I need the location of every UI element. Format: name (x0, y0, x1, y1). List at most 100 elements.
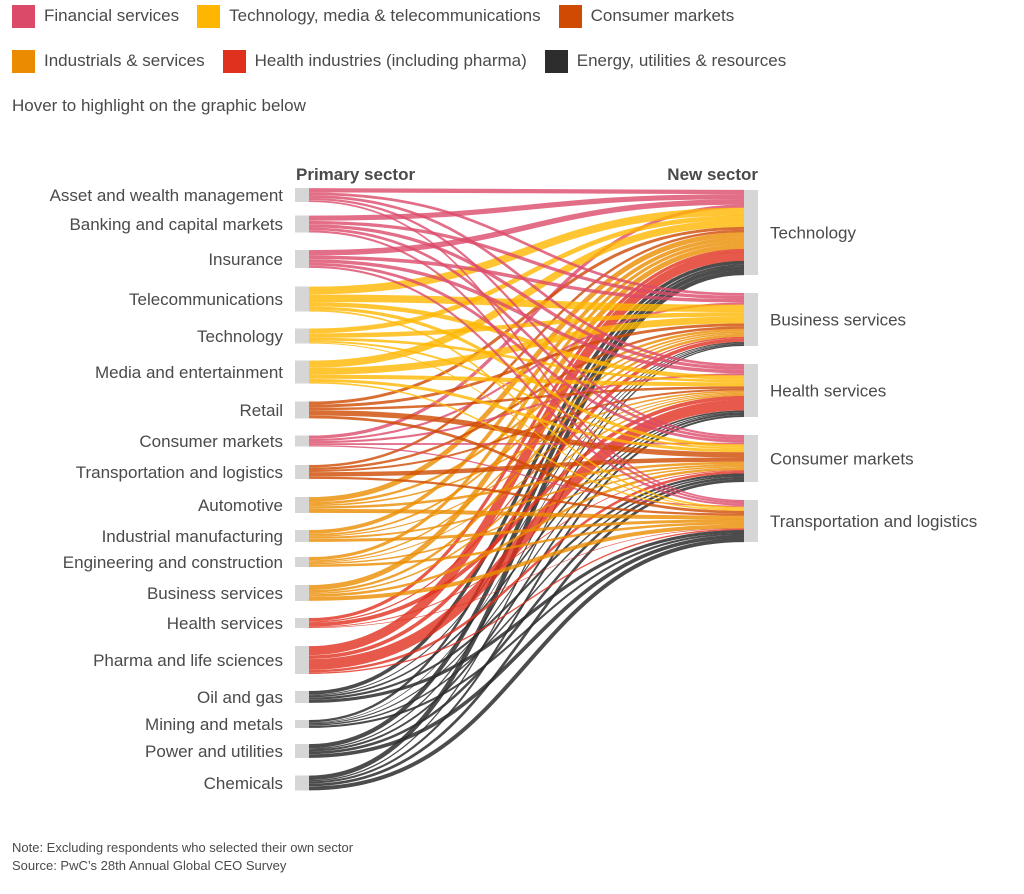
flow-link[interactable] (308, 469, 745, 628)
flow-link[interactable] (308, 461, 745, 509)
legend-item-consumer-markets[interactable]: Consumer markets (558, 4, 735, 28)
flow-link[interactable] (308, 316, 745, 375)
source-node[interactable] (295, 557, 309, 567)
source-node[interactable] (295, 530, 309, 542)
flow-link[interactable] (308, 265, 745, 506)
flow-link[interactable] (308, 266, 745, 749)
legend-item-tmt[interactable]: Technology, media & telecommunications (197, 4, 541, 28)
target-node[interactable] (744, 190, 758, 275)
flow-link[interactable] (308, 188, 745, 195)
flow-link[interactable] (308, 393, 745, 563)
flow-link[interactable] (308, 479, 745, 787)
flow-link[interactable] (308, 309, 745, 509)
flow-link[interactable] (308, 519, 745, 542)
flow-link[interactable] (308, 306, 745, 448)
flow-link[interactable] (308, 195, 745, 367)
legend-item-industrials[interactable]: Industrials & services (12, 49, 205, 73)
flow-link[interactable] (308, 302, 745, 380)
flow-link[interactable] (308, 192, 745, 296)
source-node[interactable] (295, 497, 309, 513)
legend-item-health-industries[interactable]: Health industries (including pharma) (222, 49, 527, 73)
flow-link[interactable] (308, 220, 745, 300)
flow-link[interactable] (308, 342, 745, 510)
flow-link[interactable] (308, 467, 745, 597)
flow-link[interactable] (308, 538, 745, 791)
flow-link[interactable] (308, 199, 745, 256)
flow-link[interactable] (308, 415, 745, 514)
flow-link[interactable] (308, 457, 745, 477)
flow-link[interactable] (308, 230, 745, 504)
flow-link[interactable] (308, 508, 745, 520)
flow-link[interactable] (308, 522, 745, 567)
flow-link[interactable] (308, 207, 745, 295)
flow-link[interactable] (308, 219, 745, 368)
target-node[interactable] (744, 500, 758, 542)
source-label: Insurance (208, 250, 283, 269)
flow-link[interactable] (308, 476, 745, 516)
flow-link[interactable] (308, 381, 745, 511)
flow-link[interactable] (308, 399, 745, 670)
flow-link[interactable] (308, 532, 745, 728)
legend-label: Consumer markets (590, 6, 735, 25)
flow-link[interactable] (308, 390, 745, 507)
source-node[interactable] (295, 691, 309, 703)
links-layer (308, 188, 745, 791)
flow-link[interactable] (308, 200, 745, 502)
flow-link[interactable] (308, 528, 745, 674)
flow-link[interactable] (308, 337, 745, 383)
source-node[interactable] (295, 360, 309, 384)
flow-link[interactable] (308, 240, 745, 561)
flow-link[interactable] (308, 464, 745, 539)
flow-link[interactable] (308, 224, 745, 370)
source-node[interactable] (295, 646, 309, 674)
flow-link[interactable] (308, 529, 745, 703)
flow-link[interactable] (308, 251, 745, 656)
flow-link[interactable] (308, 197, 745, 438)
flow-link[interactable] (308, 341, 745, 696)
source-label: Industrial manufacturing (102, 527, 283, 546)
flow-link[interactable] (308, 262, 745, 443)
flow-link[interactable] (308, 473, 745, 700)
source-node[interactable] (295, 585, 309, 601)
source-node[interactable] (295, 328, 309, 344)
flow-link[interactable] (308, 255, 745, 303)
source-node[interactable] (295, 401, 309, 419)
target-node[interactable] (744, 435, 758, 482)
source-node[interactable] (295, 465, 309, 479)
source-node[interactable] (295, 744, 309, 758)
target-node[interactable] (744, 364, 758, 417)
flow-link[interactable] (308, 374, 745, 387)
source-node[interactable] (295, 720, 309, 728)
flow-link[interactable] (308, 270, 745, 781)
flow-link[interactable] (308, 378, 745, 453)
flow-link[interactable] (308, 294, 745, 313)
source-node[interactable] (295, 286, 309, 312)
flow-link[interactable] (308, 470, 745, 673)
flow-link[interactable] (308, 312, 745, 338)
flow-link[interactable] (308, 528, 745, 629)
flow-link[interactable] (308, 386, 745, 411)
legend: Financial services Technology, media & t… (12, 4, 1012, 94)
legend-item-energy[interactable]: Energy, utilities & resources (544, 49, 786, 73)
flow-link[interactable] (308, 332, 745, 562)
legend-item-financial-services[interactable]: Financial services (12, 4, 179, 28)
flow-link[interactable] (308, 340, 745, 450)
flow-link[interactable] (308, 227, 745, 440)
source-node[interactable] (295, 188, 309, 202)
flow-link[interactable] (308, 410, 745, 458)
source-node[interactable] (295, 250, 309, 268)
flow-link[interactable] (308, 534, 745, 758)
flow-link[interactable] (308, 336, 745, 623)
target-node[interactable] (744, 293, 758, 346)
flow-link[interactable] (308, 338, 745, 660)
source-node[interactable] (295, 618, 309, 628)
flow-link[interactable] (308, 524, 745, 601)
source-node[interactable] (295, 215, 309, 233)
flow-link[interactable] (308, 215, 745, 334)
flow-link[interactable] (308, 411, 745, 725)
source-node[interactable] (295, 435, 309, 447)
flow-link[interactable] (308, 395, 745, 627)
flow-link[interactable] (308, 394, 745, 595)
source-node[interactable] (295, 775, 309, 791)
flow-link[interactable] (308, 388, 745, 473)
